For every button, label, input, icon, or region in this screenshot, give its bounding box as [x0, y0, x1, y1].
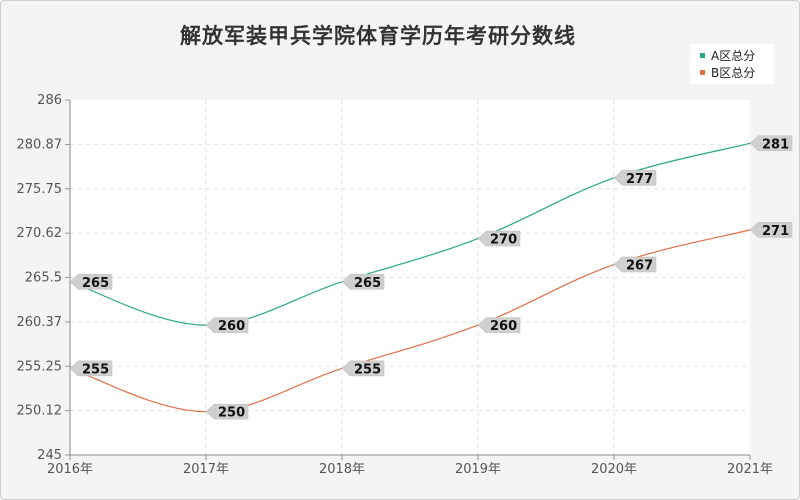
data-label-text: 270 [490, 233, 517, 248]
data-label-b: 250 [205, 403, 249, 421]
legend-item-a[interactable]: A区总分 [700, 47, 755, 63]
data-label-a: 260 [205, 317, 249, 334]
data-label-text: 271 [762, 224, 789, 239]
data-label-b: 260 [477, 317, 521, 334]
data-label-text: 255 [82, 362, 109, 377]
data-label-bg [69, 360, 113, 377]
data-label-b: 271 [749, 222, 793, 239]
data-label-bg [613, 256, 657, 273]
data-label-text: 267 [626, 259, 653, 274]
y-tick-label: 245 [37, 448, 62, 463]
data-label-a: 265 [69, 274, 113, 291]
data-label-b: 255 [341, 360, 385, 377]
chart-legend: A区总分 B区总分 [690, 44, 774, 84]
data-label-a: 281 [749, 135, 793, 152]
data-label-a: 277 [613, 170, 657, 187]
data-label-bg [477, 230, 521, 247]
y-tick-label: 260.37 [17, 315, 63, 330]
y-tick-label: 255.25 [17, 359, 63, 374]
x-tick-label: 2020年 [591, 462, 637, 477]
data-label-a: 270 [477, 230, 521, 248]
data-label-text: 250 [218, 406, 245, 421]
data-label-bg [205, 403, 249, 420]
data-label-bg [205, 317, 249, 333]
data-label-b: 267 [613, 256, 657, 274]
y-tick-label: 280.87 [17, 137, 63, 152]
chart-title: 解放军装甲兵学院体育学历年考研分数线 [180, 24, 576, 48]
data-label-text: 260 [490, 319, 517, 334]
data-label-bg [613, 170, 657, 186]
data-label-bg [341, 274, 385, 290]
x-tick-label: 2018年 [319, 462, 365, 477]
data-label-bg [69, 274, 113, 290]
x-tick-label: 2016年 [47, 462, 93, 477]
legend-label-b: B区总分 [711, 66, 756, 80]
x-tick-label: 2019年 [455, 462, 501, 477]
data-label-bg [749, 222, 793, 238]
data-label-bg [749, 135, 793, 152]
y-tick-label: 286 [37, 93, 62, 108]
data-label-a: 265 [341, 274, 385, 291]
legend-swatch-b [700, 70, 705, 75]
legend-swatch-a [700, 53, 705, 58]
data-label-text: 265 [354, 276, 381, 291]
data-label-b: 255 [69, 360, 113, 377]
legend-label-a: A区总分 [711, 49, 756, 63]
data-label-text: 265 [82, 276, 109, 291]
data-label-text: 260 [218, 319, 245, 334]
data-label-text: 281 [762, 137, 789, 152]
data-label-text: 277 [626, 172, 653, 187]
data-label-text: 255 [354, 362, 381, 377]
y-tick-label: 275.75 [17, 182, 63, 197]
data-label-bg [341, 360, 385, 377]
data-label-bg [477, 317, 521, 333]
x-tick-label: 2017年 [183, 462, 229, 477]
legend-item-b[interactable]: B区总分 [700, 64, 755, 80]
y-tick-label: 265.5 [25, 271, 62, 286]
y-tick-label: 270.62 [17, 226, 63, 241]
y-tick-label: 250.12 [17, 404, 63, 419]
x-tick-label: 2021年 [727, 462, 773, 477]
